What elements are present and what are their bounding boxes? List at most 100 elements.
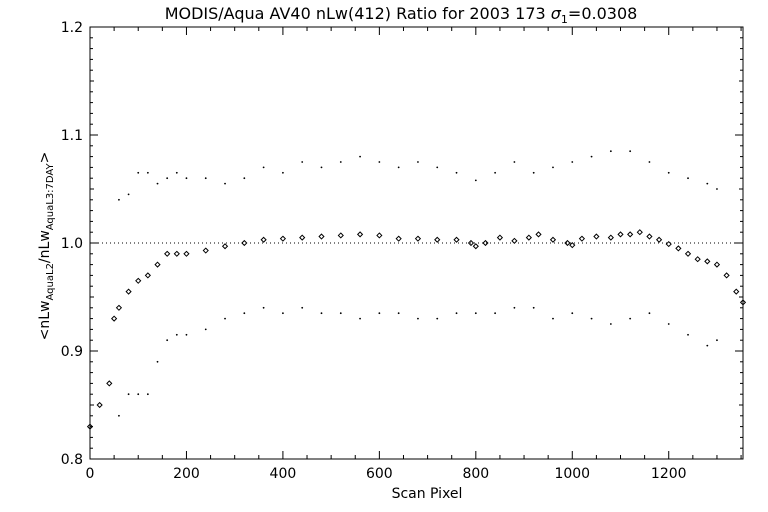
data-point-mean (318, 233, 325, 240)
data-point-mean (414, 235, 422, 242)
data-point-upper (552, 166, 554, 169)
data-point-upper (339, 161, 342, 163)
y-tick-label: 0.8 (61, 452, 83, 468)
data-point-lower (320, 312, 323, 315)
data-points (86, 150, 747, 430)
data-point-mean (356, 231, 364, 238)
axes: 0 200 400 600 800 1000 1200 0.8 0.9 1.0 1.1 1.2 (61, 20, 744, 482)
plot-frame (89, 26, 744, 460)
x-tick-label: 1200 (651, 466, 687, 482)
data-point-mean (704, 258, 711, 265)
data-point-mean (713, 261, 721, 268)
data-point-upper (629, 150, 632, 153)
data-point-upper (282, 171, 284, 174)
data-point-mean (472, 243, 479, 250)
data-point-upper (417, 161, 419, 163)
data-point-mean (337, 232, 344, 239)
data-point-mean (376, 232, 383, 239)
data-point-lower (513, 306, 516, 309)
data-point-mean (467, 239, 475, 247)
data-point-upper (455, 171, 458, 174)
y-tick-label: 0.9 (61, 344, 83, 360)
data-point-lower (359, 317, 361, 320)
data-point-lower (339, 312, 342, 315)
data-point-upper (397, 166, 400, 169)
data-point-upper (127, 193, 130, 196)
data-point-mean (593, 233, 600, 240)
data-point-mean (279, 235, 287, 242)
data-point-upper (667, 171, 670, 174)
x-axis-label: Scan Pixel (392, 486, 463, 502)
data-point-lower (474, 312, 477, 315)
data-point-lower (716, 339, 718, 342)
data-point-upper (146, 171, 149, 174)
data-point-lower (156, 360, 159, 363)
data-point-mean (183, 250, 190, 257)
data-point-upper (706, 182, 709, 185)
data-point-mean (646, 233, 653, 240)
data-point-mean (569, 242, 576, 249)
data-point-upper (156, 182, 159, 185)
data-point-mean (684, 250, 692, 257)
data-point-mean (525, 234, 532, 241)
data-point-upper (301, 161, 304, 163)
data-point-lower (494, 312, 497, 315)
data-point-lower (629, 317, 632, 320)
data-point-mean (535, 231, 542, 238)
data-point-upper (609, 150, 612, 153)
data-point-mean (482, 239, 489, 247)
data-point-upper (378, 161, 381, 163)
data-point-upper (687, 177, 689, 180)
data-point-upper (494, 171, 497, 174)
data-point-upper (716, 188, 718, 190)
data-point-upper (262, 166, 265, 169)
data-point-mean (135, 277, 142, 284)
x-tick-label: 0 (86, 466, 95, 482)
data-point-upper (436, 166, 439, 169)
data-point-lower (166, 339, 169, 342)
data-point-mean (115, 304, 123, 311)
data-point-lower (146, 393, 149, 396)
data-point-mean (694, 256, 701, 263)
y-tick-label: 1.0 (61, 236, 83, 252)
data-point-mean (617, 231, 624, 238)
data-point-mean (627, 231, 634, 238)
data-point-mean (299, 234, 306, 241)
y-tick-label: 1.1 (61, 128, 83, 144)
data-point-mean (86, 423, 94, 430)
data-point-lower (301, 306, 304, 309)
y-tick-label: 1.2 (61, 20, 83, 36)
data-point-lower (378, 312, 381, 315)
data-point-mean (655, 236, 663, 243)
data-point-mean (675, 245, 682, 252)
data-point-mean (549, 236, 557, 243)
data-point-mean (496, 234, 504, 241)
data-point-mean (241, 239, 248, 247)
x-tick-label: 200 (173, 466, 200, 482)
data-point-lower (118, 414, 120, 417)
data-point-mean (395, 235, 402, 242)
data-point-upper (474, 179, 477, 182)
data-point-mean (202, 247, 209, 254)
data-point-lower (137, 393, 140, 396)
data-point-lower (552, 317, 554, 320)
data-point-upper (224, 182, 226, 185)
data-point-lower (687, 333, 689, 336)
data-point-lower (648, 312, 651, 315)
data-point-mean (434, 236, 441, 243)
data-point-mean (665, 240, 672, 248)
data-point-mean (221, 243, 229, 250)
data-point-upper (320, 166, 323, 169)
data-point-mean (173, 250, 180, 257)
x-tick-label: 400 (270, 466, 297, 482)
y-axis-label: <nLwAquaL2/nLwAquaL3:7DAY> (37, 152, 56, 341)
data-point-upper (118, 198, 120, 201)
data-point-upper (571, 161, 574, 163)
data-point-mean (511, 237, 518, 244)
data-point-upper (513, 161, 516, 163)
data-point-lower (532, 306, 535, 309)
data-point-upper (137, 171, 140, 174)
data-point-mean (636, 229, 643, 236)
